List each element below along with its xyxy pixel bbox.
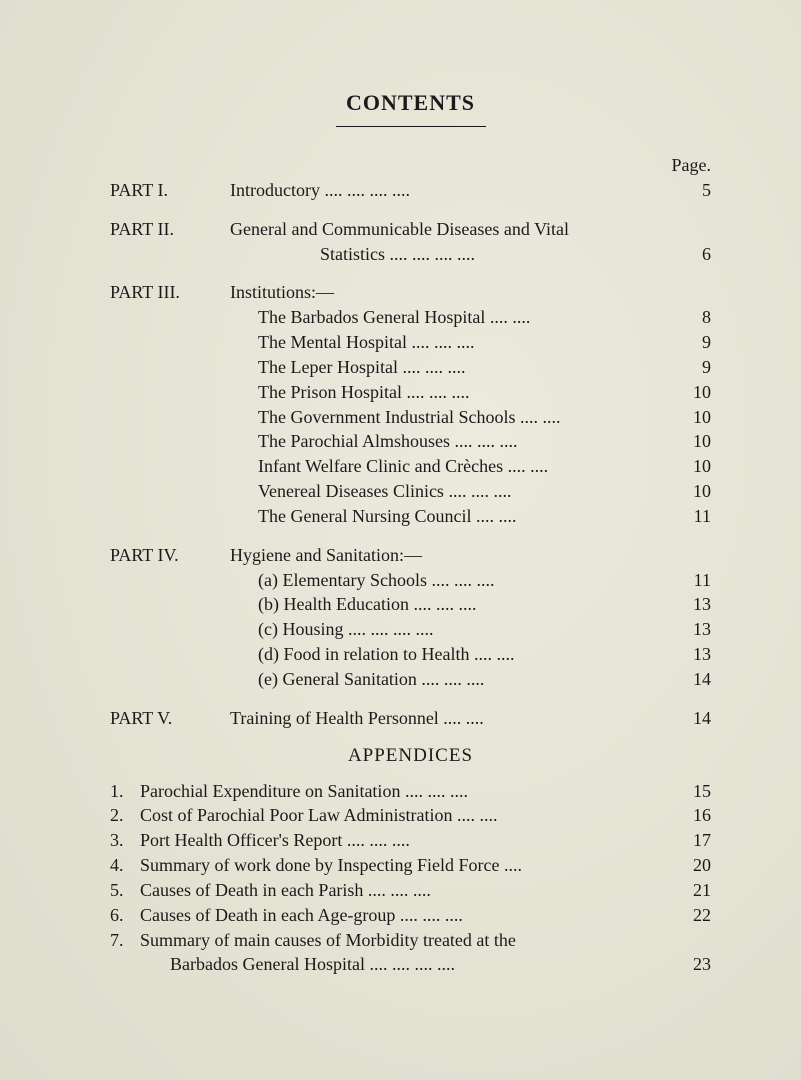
page-title: CONTENTS: [110, 90, 711, 116]
appendix-text: Causes of Death in each Parish .... ....…: [140, 878, 665, 903]
appendix-number: 5.: [110, 878, 140, 903]
appendix-page: 22: [665, 903, 711, 928]
appendix-number: 7.: [110, 928, 140, 953]
appendix-number: 6.: [110, 903, 140, 928]
appendix-page: 16: [665, 803, 711, 828]
toc-row: (c) Housing .... .... .... .... 13: [110, 617, 711, 642]
toc-page: 10: [665, 405, 711, 430]
toc-page: 11: [665, 504, 711, 529]
part-label: PART V.: [110, 706, 230, 731]
part-label: PART III.: [110, 280, 230, 305]
toc-text: General and Communicable Diseases and Vi…: [230, 217, 665, 242]
toc-page: 10: [665, 479, 711, 504]
toc-page: 6: [665, 242, 711, 267]
toc-row: Infant Welfare Clinic and Crèches .... .…: [110, 454, 711, 479]
toc-text: Infant Welfare Clinic and Crèches .... .…: [230, 454, 665, 479]
toc-row: PART V. Training of Health Personnel ...…: [110, 706, 711, 731]
toc-text: The Prison Hospital .... .... ....: [230, 380, 665, 405]
toc-text: (d) Food in relation to Health .... ....: [230, 642, 665, 667]
title-rule: [336, 126, 486, 127]
toc-text: The Parochial Almshouses .... .... ....: [230, 429, 665, 454]
toc-row: PART IV. Hygiene and Sanitation:—: [110, 543, 711, 568]
toc-row: PART I. Introductory .... .... .... ....…: [110, 178, 711, 203]
toc-row: PART II. General and Communicable Diseas…: [110, 217, 711, 242]
toc-text: Statistics .... .... .... ....: [230, 242, 665, 267]
toc-text: Institutions:—: [230, 280, 665, 305]
toc-text: The Government Industrial Schools .... .…: [230, 405, 665, 430]
toc-page: 10: [665, 454, 711, 479]
appendix-row: 4. Summary of work done by Inspecting Fi…: [110, 853, 711, 878]
toc-page: 11: [665, 568, 711, 593]
appendix-number: 3.: [110, 828, 140, 853]
appendix-page: 15: [665, 779, 711, 804]
toc-text: The Leper Hospital .... .... ....: [230, 355, 665, 380]
toc-row: Statistics .... .... .... .... 6: [110, 242, 711, 267]
toc-row: The Government Industrial Schools .... .…: [110, 405, 711, 430]
appendix-page: 23: [665, 952, 711, 977]
appendix-row: 2. Cost of Parochial Poor Law Administra…: [110, 803, 711, 828]
appendix-text: Parochial Expenditure on Sanitation ....…: [140, 779, 665, 804]
appendix-text: Causes of Death in each Age-group .... .…: [140, 903, 665, 928]
part-label: PART I.: [110, 178, 230, 203]
toc-page: 13: [665, 642, 711, 667]
toc-text: Hygiene and Sanitation:—: [230, 543, 665, 568]
appendix-text: Port Health Officer's Report .... .... .…: [140, 828, 665, 853]
appendix-row: Barbados General Hospital .... .... ....…: [110, 952, 711, 977]
toc-page: 10: [665, 380, 711, 405]
toc-row: (d) Food in relation to Health .... ....…: [110, 642, 711, 667]
toc-row: The Barbados General Hospital .... .... …: [110, 305, 711, 330]
appendix-text: Barbados General Hospital .... .... ....…: [140, 952, 665, 977]
toc-row: (b) Health Education .... .... .... 13: [110, 592, 711, 617]
toc-row: Venereal Diseases Clinics .... .... ....…: [110, 479, 711, 504]
toc-row: The Leper Hospital .... .... .... 9: [110, 355, 711, 380]
toc-text: The Mental Hospital .... .... ....: [230, 330, 665, 355]
appendix-number: 2.: [110, 803, 140, 828]
page-column-header: Page.: [110, 155, 711, 176]
appendix-row: 5. Causes of Death in each Parish .... .…: [110, 878, 711, 903]
part-label: PART II.: [110, 217, 230, 242]
toc-page: 13: [665, 617, 711, 642]
appendix-row: 7. Summary of main causes of Morbidity t…: [110, 928, 711, 953]
appendix-page: 17: [665, 828, 711, 853]
part-label: PART IV.: [110, 543, 230, 568]
toc-page: 13: [665, 592, 711, 617]
contents-page: CONTENTS Page. PART I. Introductory ....…: [0, 0, 801, 1080]
toc-row: The Prison Hospital .... .... .... 10: [110, 380, 711, 405]
toc-page: 5: [665, 178, 711, 203]
appendix-row: 1. Parochial Expenditure on Sanitation .…: [110, 779, 711, 804]
toc-page: 9: [665, 355, 711, 380]
toc-text: The Barbados General Hospital .... ....: [230, 305, 665, 330]
appendix-row: 6. Causes of Death in each Age-group ...…: [110, 903, 711, 928]
appendix-text: Summary of work done by Inspecting Field…: [140, 853, 665, 878]
toc-text: (b) Health Education .... .... ....: [230, 592, 665, 617]
toc-row: The Parochial Almshouses .... .... .... …: [110, 429, 711, 454]
appendix-row: 3. Port Health Officer's Report .... ...…: [110, 828, 711, 853]
toc-text: (a) Elementary Schools .... .... ....: [230, 568, 665, 593]
toc-page: 9: [665, 330, 711, 355]
appendix-page: 20: [665, 853, 711, 878]
appendix-number: 4.: [110, 853, 140, 878]
toc-text: Training of Health Personnel .... ....: [230, 706, 665, 731]
toc-text: (c) Housing .... .... .... ....: [230, 617, 665, 642]
appendix-number: 1.: [110, 779, 140, 804]
appendix-text: Summary of main causes of Morbidity trea…: [140, 928, 665, 953]
toc-row: The General Nursing Council .... .... 11: [110, 504, 711, 529]
appendix-text: Cost of Parochial Poor Law Administratio…: [140, 803, 665, 828]
toc-page: 10: [665, 429, 711, 454]
toc-page: 8: [665, 305, 711, 330]
toc-text: Introductory .... .... .... ....: [230, 178, 665, 203]
appendices-title: APPENDICES: [110, 745, 711, 767]
toc-row: (a) Elementary Schools .... .... .... 11: [110, 568, 711, 593]
toc-text: (e) General Sanitation .... .... ....: [230, 667, 665, 692]
toc-row: PART III. Institutions:—: [110, 280, 711, 305]
toc-text: The General Nursing Council .... ....: [230, 504, 665, 529]
toc-page: 14: [665, 706, 711, 731]
toc-text: Venereal Diseases Clinics .... .... ....: [230, 479, 665, 504]
toc-row: (e) General Sanitation .... .... .... 14: [110, 667, 711, 692]
toc-page: 14: [665, 667, 711, 692]
toc-row: The Mental Hospital .... .... .... 9: [110, 330, 711, 355]
appendix-page: 21: [665, 878, 711, 903]
